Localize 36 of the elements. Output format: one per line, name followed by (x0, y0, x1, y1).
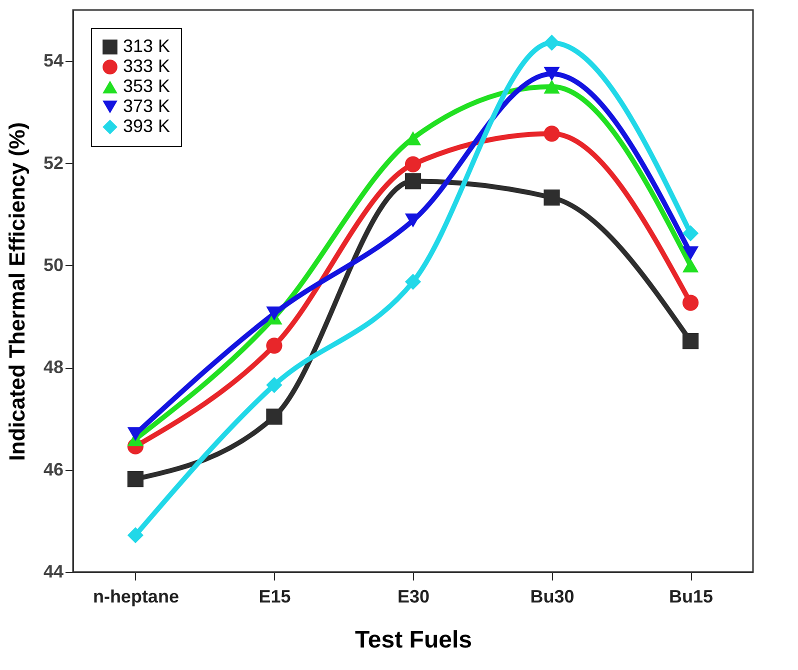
point (682, 333, 699, 350)
x-tick-label: n-heptane (92, 586, 179, 606)
legend-label: 353 K (123, 76, 170, 96)
y-axis-title: Indicated Thermal Efficiency (%) (4, 122, 30, 461)
x-axis-title: Test Fuels (355, 626, 472, 654)
point (682, 258, 699, 272)
point (266, 338, 282, 354)
y-tick-label: 50 (43, 254, 64, 275)
x-tick-label: Bu30 (530, 586, 574, 606)
x-tick-label: E15 (258, 586, 291, 606)
point (404, 173, 422, 190)
legend-label: 313 K (123, 36, 170, 56)
legend-label: 333 K (123, 56, 170, 76)
point (127, 470, 144, 488)
point (544, 66, 560, 81)
legend-label: 393 K (123, 116, 170, 136)
x-tick-label: Bu15 (669, 586, 714, 606)
point (127, 527, 144, 544)
point (682, 294, 699, 311)
point (544, 126, 560, 142)
point (544, 34, 560, 51)
point (404, 156, 422, 172)
y-tick-label: 54 (43, 50, 64, 71)
point (544, 80, 560, 94)
legend-label: 373 K (123, 96, 170, 116)
point (682, 225, 699, 242)
point (266, 408, 282, 425)
x-tick-label: E30 (397, 586, 430, 606)
point (266, 376, 282, 394)
y-tick-label: 52 (43, 152, 64, 173)
point (544, 189, 560, 206)
point (682, 246, 699, 260)
y-tick-label: 48 (43, 357, 64, 378)
y-tick-label: 46 (43, 459, 64, 480)
y-tick-label: 44 (43, 562, 64, 582)
point (404, 274, 422, 290)
